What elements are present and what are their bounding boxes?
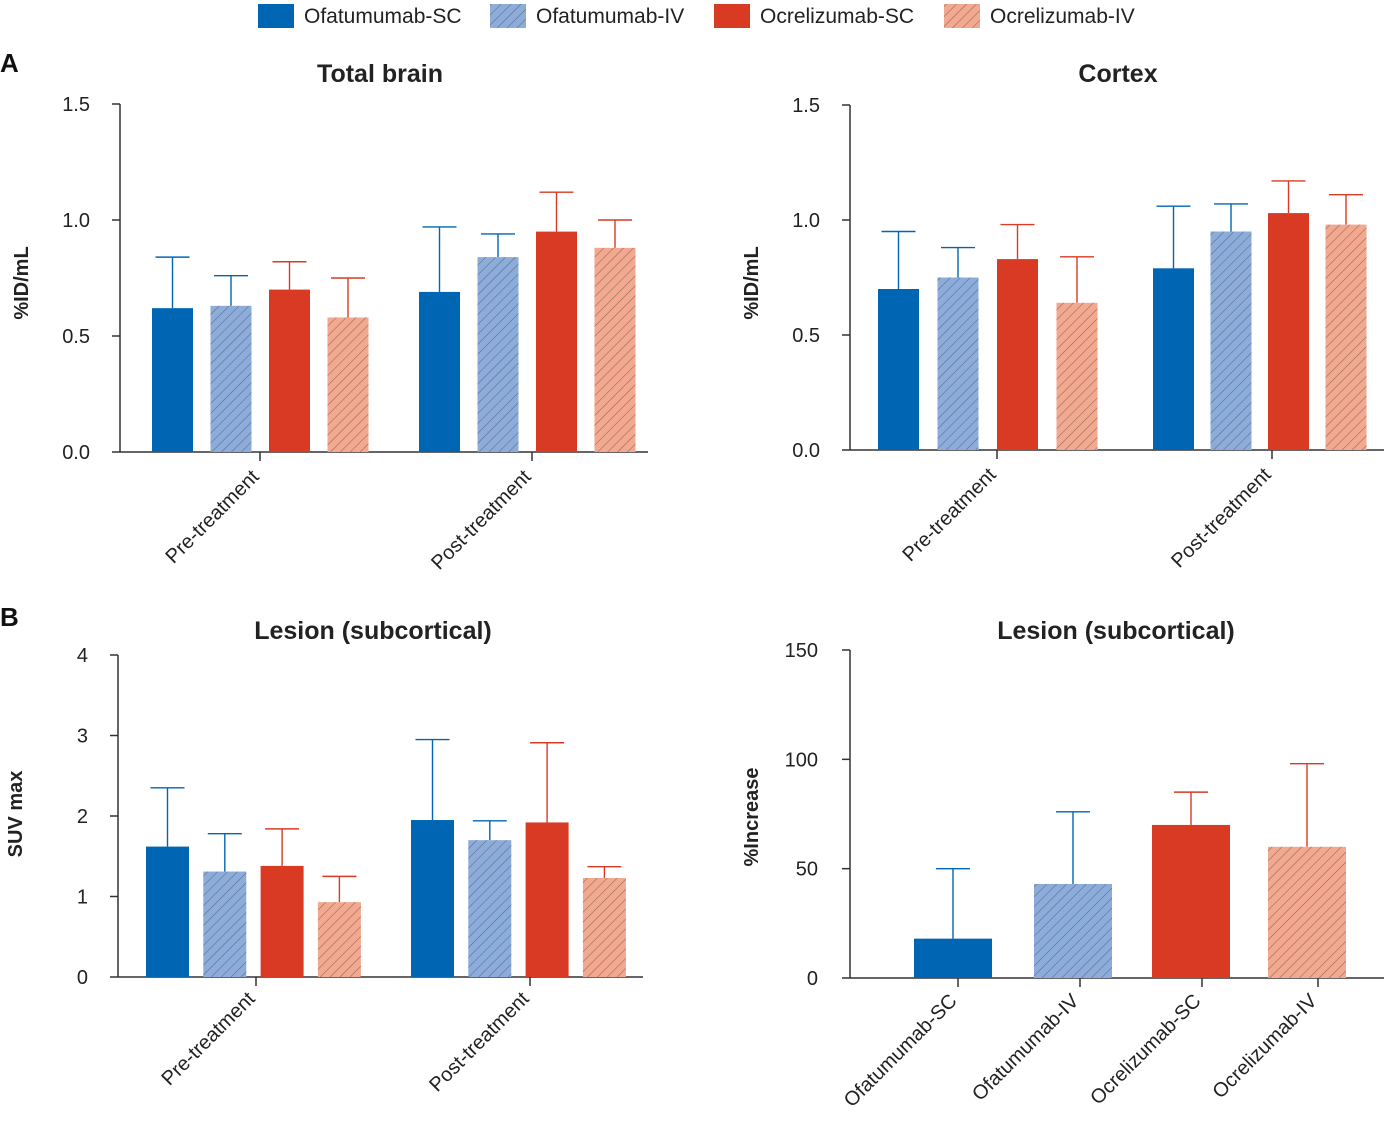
y-tick-label: 150	[785, 640, 818, 662]
bar-ofatumumab-sc-post-treatment	[1153, 268, 1194, 450]
chart-cortex: Cortex %ID/mL 0.0 0.5 1.0 1.5 Pre-treatment P…	[741, 60, 1384, 572]
chart-title: Lesion (subcortical)	[997, 617, 1235, 645]
bar-ofatumumab-sc-post-treatment	[419, 291, 460, 452]
chart-title: Lesion (subcortical)	[254, 617, 492, 645]
bar-ocrelizumab-sc-pre-treatment	[269, 289, 310, 452]
legend-swatch	[714, 4, 750, 28]
y-tick-label: 0.5	[62, 326, 90, 348]
y-axis-label: %ID/mL	[11, 246, 33, 319]
bar-ocrelizumab-sc-pre-treatment	[260, 865, 304, 977]
chart-lesion-increase: Lesion (subcortical) %Increase 0 50 100 150…	[741, 617, 1384, 1112]
bar-ocrelizumab-sc-ocrelizumab-sc	[1152, 824, 1230, 978]
y-tick-label: 1.5	[792, 95, 820, 117]
legend-swatch	[258, 4, 294, 28]
y-tick-label: 100	[785, 749, 818, 771]
x-tick-label: Post-treatment	[425, 988, 534, 1097]
y-tick-label: 3	[77, 726, 88, 748]
legend-swatch-hatch	[490, 4, 526, 28]
y-tick-label: 1.0	[792, 210, 820, 232]
chart-title: Cortex	[1078, 60, 1157, 88]
legend-item-ofatumumab-iv: Ofatumumab-IV	[490, 4, 684, 28]
y-tick-label: 0.0	[62, 442, 90, 464]
bar-ocrelizumab-sc-pre-treatment	[997, 259, 1038, 450]
bar-ofatumumab-iv-ofatumumab-iv-hatch	[1034, 883, 1112, 978]
bar-ocrelizumab-iv-post-treatment-hatch	[1325, 224, 1367, 450]
legend-swatch-hatch	[944, 4, 980, 28]
y-tick-label: 2	[77, 806, 88, 828]
bar-ocrelizumab-iv-ocrelizumab-iv-hatch	[1268, 846, 1346, 978]
bar-ofatumumab-iv-pre-treatment-hatch	[203, 871, 247, 977]
legend-item-ocrelizumab-iv: Ocrelizumab-IV	[944, 4, 1135, 28]
y-tick-label: 50	[796, 859, 818, 881]
panel-label-b: B	[0, 602, 19, 632]
x-tick-label: Ofatumumab-IV	[968, 990, 1084, 1106]
bar-ocrelizumab-sc-post-treatment	[525, 822, 569, 977]
bar-ocrelizumab-iv-pre-treatment-hatch	[1056, 302, 1098, 450]
y-tick-label: 0.5	[792, 325, 820, 347]
y-tick-label: 0.0	[792, 440, 820, 462]
legend-label: Ofatumumab-IV	[536, 5, 684, 28]
x-tick-label: Pre-treatment	[162, 466, 264, 568]
y-tick-label: 4	[77, 645, 88, 667]
chart-title: Total brain	[317, 60, 443, 88]
x-tick-label: Ofatumumab-SC	[840, 990, 962, 1112]
x-tick-label: Post-treatment	[1167, 464, 1276, 573]
legend-item-ofatumumab-sc: Ofatumumab-SC	[258, 4, 462, 28]
x-tick-label: Ocrelizumab-IV	[1209, 990, 1322, 1103]
bar-ofatumumab-iv-post-treatment-hatch	[1210, 231, 1252, 450]
y-tick-label: 1	[77, 887, 88, 909]
y-tick-label: 0	[807, 968, 818, 990]
legend-label: Ofatumumab-SC	[304, 5, 462, 28]
bar-ocrelizumab-iv-post-treatment-hatch	[594, 247, 636, 452]
bar-ofatumumab-sc-pre-treatment	[146, 846, 189, 977]
bar-ofatumumab-iv-pre-treatment-hatch	[210, 305, 252, 452]
bar-ofatumumab-sc-ofatumumab-sc	[914, 938, 992, 978]
bar-ofatumumab-sc-pre-treatment	[152, 308, 193, 452]
x-tick-label: Pre-treatment	[158, 988, 260, 1090]
y-tick-label: 1.5	[62, 94, 90, 116]
bar-ofatumumab-iv-pre-treatment-hatch	[937, 277, 979, 450]
y-tick-label: 0	[77, 967, 88, 989]
y-axis-label: %ID/mL	[741, 246, 763, 319]
bar-ofatumumab-sc-pre-treatment	[878, 289, 919, 450]
legend-label: Ocrelizumab-SC	[760, 5, 914, 28]
legend: Ofatumumab-SC Ofatumumab-IV Ocrelizumab-…	[258, 4, 1135, 28]
panel-label-a: A	[0, 48, 19, 78]
bar-ocrelizumab-iv-pre-treatment-hatch	[317, 902, 361, 977]
x-tick-label: Post-treatment	[427, 466, 536, 575]
x-tick-label: Ocrelizumab-SC	[1086, 990, 1205, 1109]
legend-item-ocrelizumab-sc: Ocrelizumab-SC	[714, 4, 914, 28]
bar-ofatumumab-iv-post-treatment-hatch	[468, 840, 512, 977]
legend-label: Ocrelizumab-IV	[990, 5, 1135, 28]
y-axis-label: %Increase	[741, 768, 763, 867]
bar-ofatumumab-sc-post-treatment	[411, 820, 454, 977]
y-tick-label: 1.0	[62, 210, 90, 232]
chart-total-brain: Total brain %ID/mL 0.0 0.5 1.0 1.5 Pre-treat…	[11, 60, 648, 574]
bar-ocrelizumab-sc-post-treatment	[536, 231, 577, 452]
chart-lesion-suv: Lesion (subcortical) SUV max 0 1 2 3 4 Pre-tr…	[5, 617, 643, 1096]
x-tick-label: Pre-treatment	[899, 464, 1001, 566]
bar-ocrelizumab-iv-post-treatment-hatch	[582, 877, 626, 977]
bar-ocrelizumab-sc-post-treatment	[1268, 213, 1309, 450]
bar-ocrelizumab-iv-pre-treatment-hatch	[327, 317, 369, 452]
y-axis-label: SUV max	[5, 771, 27, 858]
bar-ofatumumab-iv-post-treatment-hatch	[477, 257, 519, 452]
